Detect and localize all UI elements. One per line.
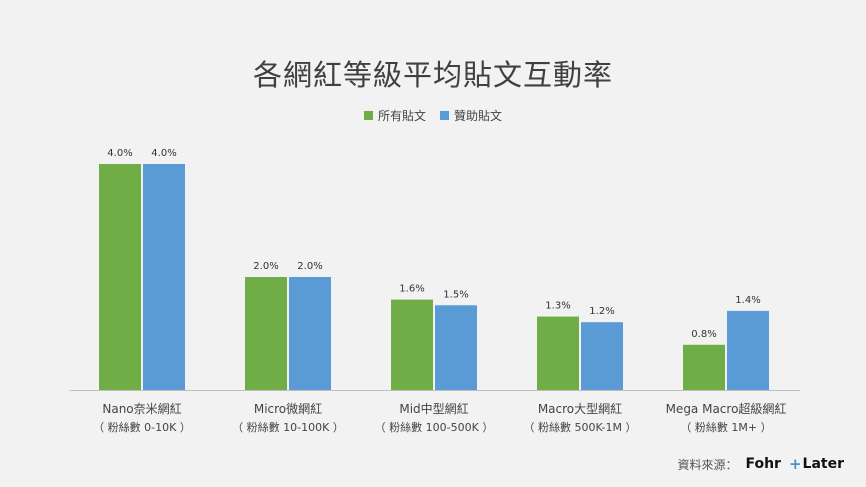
- bar-sponsored-posts-2: [435, 305, 477, 390]
- bar-sponsored-posts-3: [581, 322, 623, 390]
- bar-sponsored-posts-4: [727, 310, 769, 390]
- data-label: 4.0%: [151, 148, 176, 159]
- legend-swatch-all-posts: [363, 111, 373, 120]
- fohr-logo: Fohr: [745, 456, 781, 472]
- category-sublabel: （ 粉絲數 500K-1M ）: [523, 420, 636, 434]
- legend-label-sponsored-posts: 贊助貼文: [454, 109, 503, 123]
- category-sublabel: （ 粉絲數 10-100K ）: [232, 420, 344, 434]
- data-label: 1.6%: [399, 284, 424, 295]
- data-label: 2.0%: [297, 261, 322, 272]
- category-label: Mid中型網紅: [399, 401, 468, 416]
- later-logo-mark-icon: +: [788, 455, 802, 473]
- data-label: 4.0%: [107, 148, 132, 159]
- category-label: Nano奈米網紅: [102, 402, 181, 416]
- bar-all-posts-4: [683, 344, 725, 390]
- data-label: 1.5%: [443, 289, 468, 300]
- data-label: 1.4%: [735, 295, 760, 306]
- chart-title: 各網紅等級平均貼文互動率: [252, 58, 613, 92]
- data-label: 1.3%: [545, 301, 570, 312]
- later-logo-text: Later: [802, 456, 844, 472]
- legend-swatch-sponsored-posts: [440, 111, 449, 120]
- bar-sponsored-posts-0: [143, 164, 185, 390]
- category-sublabel: （ 粉絲數 1M+ ）: [680, 420, 771, 434]
- category-sublabel: （ 粉絲數 100-500K ）: [375, 420, 494, 434]
- legend-label-all-posts: 所有貼文: [377, 109, 426, 123]
- category-label: Macro大型網紅: [538, 402, 622, 416]
- data-label: 1.2%: [589, 306, 614, 317]
- source-credit: 資料來源： Fohr + Later: [677, 455, 844, 473]
- legend-item-all-posts: 所有貼文: [363, 107, 426, 124]
- bar-all-posts-1: [245, 277, 287, 390]
- source-label: 資料來源：: [677, 457, 738, 472]
- data-label: 2.0%: [253, 261, 278, 272]
- bar-all-posts-0: [99, 164, 141, 390]
- bar-all-posts-2: [391, 299, 433, 390]
- later-logo: + Later: [789, 455, 844, 473]
- data-label: 0.8%: [691, 329, 716, 340]
- category-sublabel: （ 粉絲數 0-10K ）: [93, 420, 191, 434]
- bar-all-posts-3: [537, 316, 579, 390]
- bar-sponsored-posts-1: [289, 277, 331, 390]
- category-label: Micro微網紅: [254, 402, 322, 416]
- legend-item-sponsored-posts: 贊助貼文: [440, 107, 502, 124]
- legend: 所有貼文 贊助貼文: [0, 107, 866, 124]
- category-label: Mega Macro超級網紅: [666, 401, 787, 416]
